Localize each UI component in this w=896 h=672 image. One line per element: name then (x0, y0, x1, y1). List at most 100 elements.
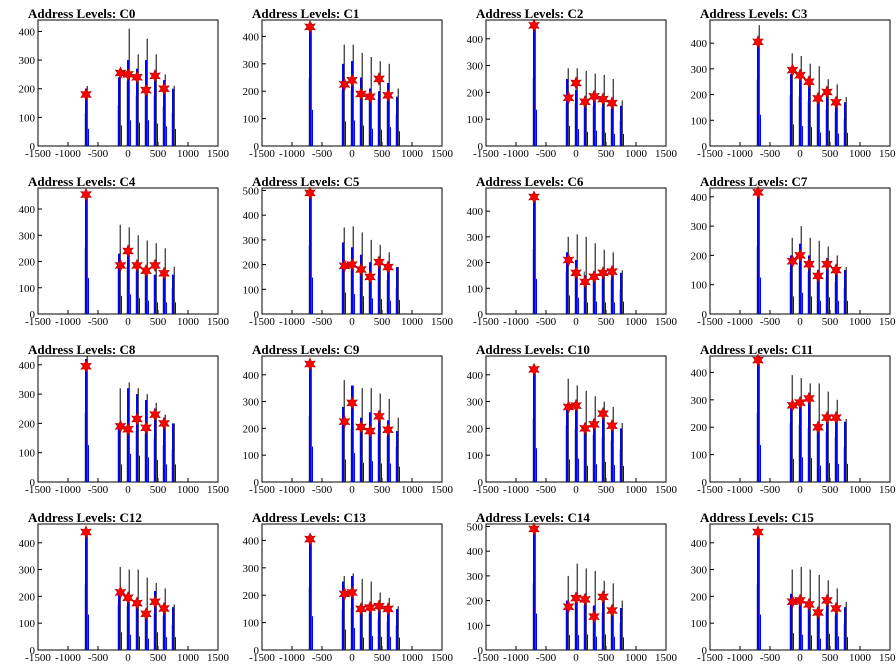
star-marker (158, 81, 170, 96)
star-marker (140, 607, 152, 621)
y-tick-label: 100 (243, 284, 260, 296)
x-tick-label: -1500 (249, 652, 275, 664)
chart-svg: 0 100 200 300 400 -1500 -1000 -500 0 500 1000 1500 (467, 187, 678, 328)
x-tick-label: 1000 (849, 652, 872, 664)
y-tick-label: 100 (691, 115, 708, 127)
y-tick-label: 300 (19, 230, 36, 242)
x-tick-label: 1500 (207, 316, 230, 328)
star-marker (803, 597, 815, 612)
star-marker (131, 596, 143, 610)
star-marker (794, 248, 806, 263)
x-tick-label: 1000 (177, 484, 200, 496)
x-tick-label: 0 (573, 316, 579, 328)
y-tick-label: 0 (30, 309, 36, 321)
x-tick-label: 1000 (625, 148, 648, 160)
x-tick-label: 1000 (177, 316, 200, 328)
x-tick-label: 0 (125, 316, 131, 328)
x-tick-label: -1500 (25, 148, 51, 160)
x-tick-label: -500 (760, 148, 781, 160)
x-tick-label: 1000 (849, 316, 872, 328)
y-tick-label: 0 (30, 141, 36, 153)
star-marker (803, 74, 815, 89)
star-marker (579, 592, 591, 607)
chart-title: Address Levels: C14 (476, 510, 590, 525)
chart-title: Address Levels: C13 (252, 510, 366, 525)
y-tick-label: 200 (19, 591, 36, 603)
x-tick-label: 500 (822, 148, 839, 160)
y-tick-label: 400 (691, 192, 708, 204)
star-marker (570, 591, 582, 605)
chart-title: Address Levels: C6 (476, 174, 584, 189)
y-tick-label: 100 (467, 283, 484, 295)
y-tick-label: 0 (30, 477, 36, 489)
star-marker (528, 362, 540, 377)
y-tick-label: 300 (467, 232, 484, 244)
star-marker (821, 593, 833, 608)
x-tick-label: 0 (349, 316, 355, 328)
x-tick-label: 1000 (401, 316, 424, 328)
x-tick-label: -1000 (503, 484, 529, 496)
x-tick-label: 0 (797, 484, 803, 496)
x-tick-label: 1000 (849, 148, 872, 160)
y-tick-label: 200 (243, 423, 260, 435)
star-marker (122, 244, 134, 258)
y-tick-label: 400 (467, 34, 484, 46)
star-marker (382, 602, 394, 616)
star-marker (606, 264, 618, 279)
x-tick-label: 1000 (625, 316, 648, 328)
chart-svg: 0 100 200 300 400 -1500 -1000 -500 0 500 1000 1500 (691, 19, 896, 160)
chart-panel: Address Levels: C12 0 100 200 300 400 -1500 -10… (0, 504, 230, 672)
star-marker (364, 424, 376, 438)
x-tick-label: 1500 (879, 484, 896, 496)
star-marker (528, 190, 540, 204)
star-marker (528, 522, 540, 536)
star-marker (812, 420, 824, 434)
x-tick-label: -1000 (503, 148, 529, 160)
chart-title: Address Levels: C11 (700, 342, 814, 357)
star-marker (346, 396, 358, 410)
star-marker (346, 585, 358, 600)
star-marker (606, 418, 618, 433)
chart-panel: Address Levels: C13 0 100 200 300 400 -1500 -10… (224, 504, 454, 672)
x-tick-label: -1000 (55, 148, 81, 160)
y-tick-label: 400 (19, 538, 36, 550)
x-tick-label: -500 (760, 316, 781, 328)
star-marker (588, 417, 600, 432)
y-tick-label: 500 (243, 185, 260, 197)
star-marker (588, 609, 600, 624)
chart-svg: 0 100 200 300 400 -1500 -1000 -500 0 500 1000 1500 (467, 355, 678, 496)
y-tick-label: 0 (702, 141, 708, 153)
x-tick-label: 1000 (849, 484, 872, 496)
x-tick-label: -1500 (473, 316, 499, 328)
star-marker (131, 412, 143, 426)
x-tick-label: -1500 (25, 316, 51, 328)
y-tick-label: 300 (691, 395, 708, 407)
chart-panel: Address Levels: C1 0 100 200 300 400 -1500 -100… (224, 0, 454, 168)
x-tick-label: -500 (88, 148, 109, 160)
y-tick-label: 300 (691, 221, 708, 233)
star-marker (830, 95, 842, 110)
y-tick-label: 0 (478, 477, 484, 489)
x-tick-label: -500 (536, 316, 557, 328)
chart-panel: Address Levels: C2 0 100 200 300 400 -1500 -100… (448, 0, 678, 168)
y-tick-label: 300 (243, 235, 260, 247)
chart-panel: Address Levels: C0 0 100 200 300 400 -1500 -100… (0, 0, 230, 168)
x-tick-label: 0 (573, 484, 579, 496)
chart-svg: 0 100 200 300 400 -1500 -1000 -500 0 500 1000 1500 (691, 353, 896, 496)
star-marker (304, 357, 316, 371)
star-marker (80, 359, 92, 374)
x-tick-label: 1000 (625, 484, 648, 496)
chart-title: Address Levels: C12 (28, 510, 142, 525)
star-marker (140, 83, 152, 97)
y-tick-label: 200 (467, 596, 484, 608)
x-tick-label: 0 (797, 148, 803, 160)
star-marker (122, 422, 134, 437)
x-tick-label: -1500 (249, 148, 275, 160)
y-tick-label: 0 (478, 645, 484, 657)
chart-title: Address Levels: C15 (700, 510, 814, 525)
y-tick-label: 400 (19, 204, 36, 216)
y-tick-label: 400 (243, 31, 260, 43)
star-marker (382, 260, 394, 274)
y-tick-label: 100 (243, 114, 260, 126)
